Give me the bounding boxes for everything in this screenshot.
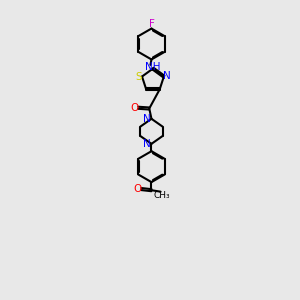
Text: O: O: [134, 184, 142, 194]
Text: S: S: [136, 72, 142, 82]
Text: NH: NH: [145, 62, 161, 72]
Text: O: O: [131, 103, 139, 113]
Text: N: N: [143, 114, 151, 124]
Text: N: N: [163, 71, 171, 81]
Text: F: F: [148, 20, 154, 29]
Text: N: N: [143, 139, 151, 149]
Text: CH₃: CH₃: [153, 191, 169, 200]
